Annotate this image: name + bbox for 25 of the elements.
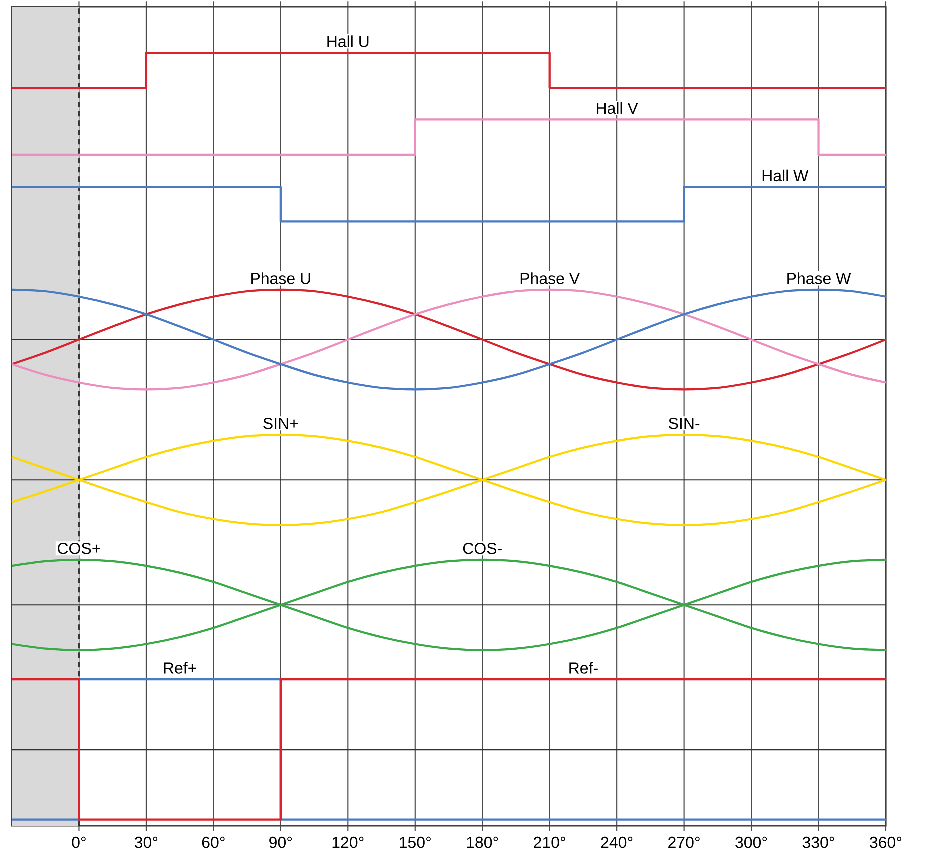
x-tick-label: 180°	[467, 836, 498, 848]
series-label: Phase U	[252, 272, 310, 284]
x-tick-label: 120°	[332, 836, 364, 848]
series-label: Hall U	[328, 36, 369, 48]
series-label: Ref-	[570, 662, 598, 674]
series-label: Phase V	[520, 272, 580, 284]
series-label: Phase W	[788, 272, 852, 284]
x-tick-label: 360°	[870, 836, 902, 848]
x-tick-label: 270°	[668, 836, 700, 848]
x-tick-label: 240°	[601, 836, 633, 848]
series-label: COS+	[58, 542, 100, 554]
series-label: Ref+	[164, 662, 196, 674]
x-tick-label: 300°	[736, 836, 768, 848]
x-tick-label: 150°	[400, 836, 431, 848]
series-label: Hall V	[597, 102, 638, 114]
x-tick-label: 330°	[802, 836, 834, 848]
x-tick-label: 30°	[134, 836, 158, 848]
x-tick-label: 90°	[270, 836, 292, 848]
x-tick-label: 0°	[72, 836, 86, 848]
series-label: SIN-	[669, 418, 700, 430]
series-label: Hall W	[762, 170, 809, 182]
x-tick-label: 210°	[534, 836, 566, 848]
x-tick-label: 60°	[202, 836, 225, 848]
series-label: SIN+	[264, 418, 298, 430]
series-label: COS-	[463, 542, 502, 554]
